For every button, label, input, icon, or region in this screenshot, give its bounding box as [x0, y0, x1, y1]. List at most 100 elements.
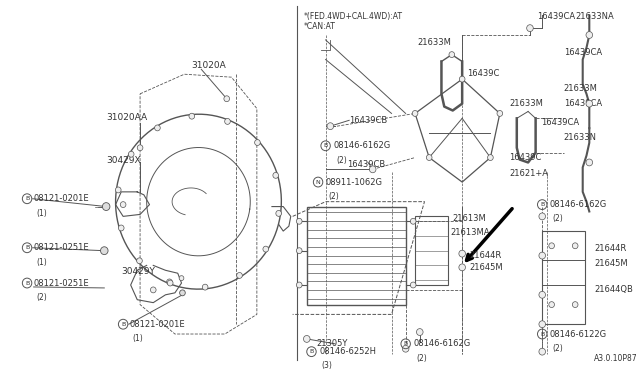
Circle shape	[488, 155, 493, 160]
Text: 21613M: 21613M	[452, 214, 486, 224]
Circle shape	[225, 118, 230, 124]
Text: 21305Y: 21305Y	[316, 339, 348, 348]
Circle shape	[539, 348, 545, 355]
Circle shape	[168, 280, 173, 286]
Text: (2): (2)	[328, 192, 339, 201]
Bar	[542, 231, 584, 324]
Circle shape	[202, 284, 208, 290]
Circle shape	[115, 187, 121, 193]
Circle shape	[572, 302, 578, 308]
Circle shape	[276, 211, 282, 217]
Text: 16439CA: 16439CA	[564, 48, 602, 57]
Text: 16439CA: 16439CA	[564, 99, 602, 108]
Circle shape	[179, 276, 184, 280]
Text: 21633N: 21633N	[564, 133, 597, 142]
Circle shape	[410, 218, 416, 224]
Circle shape	[412, 110, 418, 116]
Circle shape	[137, 258, 142, 264]
Text: (2): (2)	[36, 293, 47, 302]
Text: B: B	[121, 322, 125, 327]
Circle shape	[417, 328, 423, 336]
Text: 16439CB: 16439CB	[349, 116, 387, 125]
Circle shape	[449, 52, 454, 58]
Circle shape	[100, 247, 108, 254]
Circle shape	[296, 248, 302, 254]
Circle shape	[263, 246, 269, 252]
Circle shape	[586, 159, 593, 166]
Text: 16439CB: 16439CB	[348, 160, 385, 169]
Circle shape	[539, 321, 545, 328]
Text: 08146-6122G: 08146-6122G	[550, 330, 607, 339]
Text: 31020AA: 31020AA	[106, 113, 147, 122]
Text: B: B	[25, 245, 29, 250]
Text: (2): (2)	[336, 155, 347, 164]
Text: 08146-6162G: 08146-6162G	[550, 200, 607, 209]
Text: (2): (2)	[552, 344, 563, 353]
Circle shape	[572, 243, 578, 249]
Circle shape	[296, 218, 302, 224]
Text: 08146-6162G: 08146-6162G	[333, 141, 390, 150]
Circle shape	[539, 213, 545, 220]
Circle shape	[180, 290, 186, 296]
Circle shape	[150, 287, 156, 293]
Circle shape	[410, 282, 416, 288]
Text: 30429Y: 30429Y	[121, 267, 155, 276]
Text: (1): (1)	[36, 257, 47, 267]
Text: 21633NA: 21633NA	[575, 12, 614, 22]
Text: 16439C: 16439C	[509, 153, 541, 162]
Circle shape	[549, 243, 554, 249]
Text: B: B	[404, 341, 408, 346]
Circle shape	[586, 32, 593, 38]
Text: 08121-0251E: 08121-0251E	[34, 279, 90, 288]
Circle shape	[403, 345, 409, 352]
Text: 21633M: 21633M	[564, 84, 598, 93]
Circle shape	[460, 76, 465, 82]
Text: 08146-6252H: 08146-6252H	[319, 347, 376, 356]
Text: B: B	[540, 331, 545, 337]
Bar	[415, 217, 448, 285]
Text: (3): (3)	[322, 362, 333, 371]
Circle shape	[155, 125, 160, 131]
Text: (2): (2)	[552, 214, 563, 224]
Text: B: B	[309, 349, 314, 354]
Text: 21613MA: 21613MA	[451, 228, 490, 237]
Text: A3.0.10P87: A3.0.10P87	[594, 354, 637, 363]
Circle shape	[255, 140, 260, 145]
Text: 21633M: 21633M	[509, 99, 543, 108]
Circle shape	[166, 279, 172, 285]
Text: B: B	[323, 143, 328, 148]
Text: 30429X: 30429X	[106, 155, 141, 164]
Circle shape	[527, 25, 533, 32]
Circle shape	[426, 155, 432, 160]
Circle shape	[237, 273, 243, 278]
Circle shape	[539, 291, 545, 298]
Circle shape	[273, 172, 278, 178]
Text: (1): (1)	[36, 209, 47, 218]
Circle shape	[129, 151, 134, 157]
Circle shape	[586, 100, 593, 107]
Text: 21644QB: 21644QB	[594, 285, 633, 294]
Circle shape	[120, 202, 126, 208]
Text: 08121-0201E: 08121-0201E	[34, 194, 90, 203]
Circle shape	[224, 96, 230, 102]
Text: 16439CA: 16439CA	[538, 12, 575, 22]
Circle shape	[327, 123, 333, 129]
Text: 21644R: 21644R	[594, 244, 627, 253]
Circle shape	[497, 110, 502, 116]
Text: B: B	[540, 202, 545, 207]
Text: N: N	[316, 180, 321, 185]
Text: 08121-0251E: 08121-0251E	[34, 243, 90, 252]
Circle shape	[189, 113, 195, 119]
Text: 08911-1062G: 08911-1062G	[326, 177, 383, 187]
Circle shape	[459, 250, 465, 257]
Text: *CAN:AT: *CAN:AT	[304, 22, 336, 31]
Circle shape	[369, 166, 376, 173]
Text: 21621+A: 21621+A	[509, 169, 548, 178]
Text: 21645M: 21645M	[594, 259, 628, 267]
Circle shape	[459, 264, 465, 271]
Text: (1): (1)	[132, 334, 143, 343]
Circle shape	[296, 282, 302, 288]
Circle shape	[137, 145, 143, 151]
Circle shape	[549, 302, 554, 308]
Circle shape	[102, 203, 110, 211]
